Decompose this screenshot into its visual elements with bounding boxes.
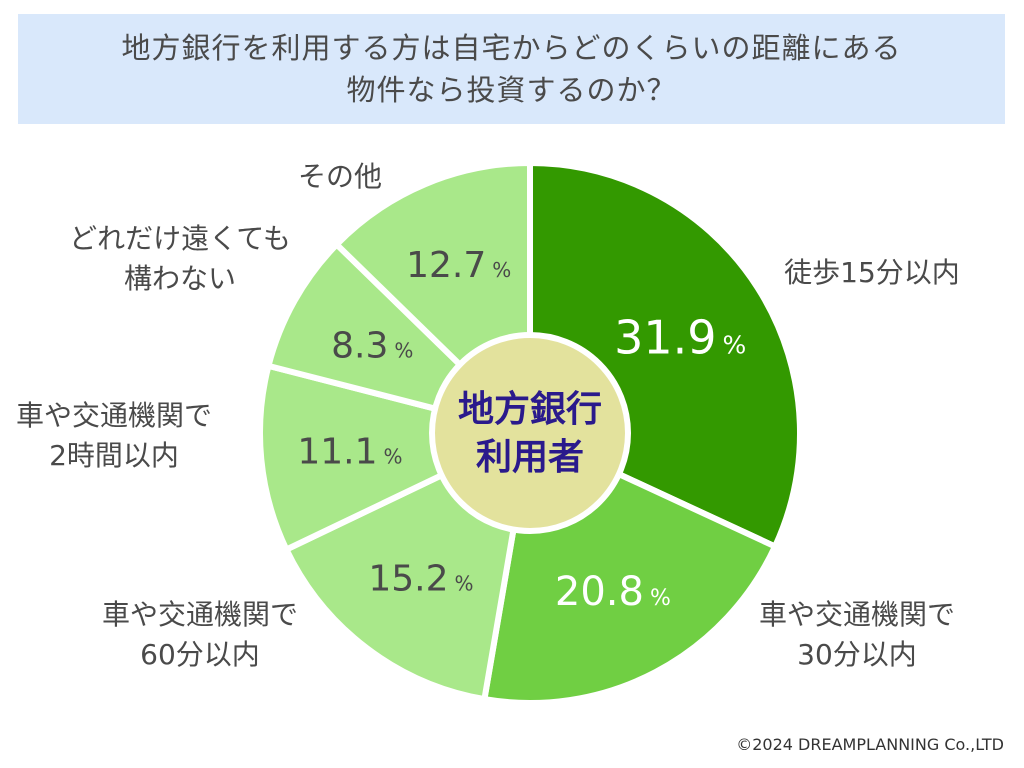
slice-category-label-4: 車や交通機関で 2時間以内	[16, 399, 212, 472]
chart-title-line-1: 地方銀行を利用する方は自宅からどのくらいの距離にある	[121, 31, 902, 65]
slice-value-label-5: 8.3%	[331, 325, 413, 366]
slice-value-label-1: 31.9%	[614, 311, 746, 365]
copyright-text: ©2024 DREAMPLANNING Co.,LTD	[736, 735, 1004, 754]
center-label: 地方銀行利用者	[458, 389, 602, 478]
slice-category-label-1: 徒歩15分以内	[784, 256, 960, 289]
slice-category-label-5: どれだけ遠くても構わない	[69, 222, 291, 295]
chart-title: 地方銀行を利用する方は自宅からどのくらいの距離にある 物件なら投資するのか？	[18, 14, 1005, 124]
slice-value-label-2: 20.8%	[555, 569, 671, 615]
slice-category-label-3: 車や交通機関で 60分以内	[102, 598, 298, 671]
slice-category-label-6: その他	[298, 160, 382, 193]
slice-category-label-2: 車や交通機関で 30分以内	[759, 598, 955, 671]
chart-title-line-2: 物件なら投資するのか？	[346, 73, 677, 107]
slice-value-label-3: 15.2%	[368, 558, 473, 599]
center-circle	[429, 332, 631, 534]
slice-value-label-6: 12.7%	[406, 245, 511, 286]
pie-slice-4	[257, 362, 533, 553]
slice-value-label-4: 11.1%	[297, 432, 402, 473]
